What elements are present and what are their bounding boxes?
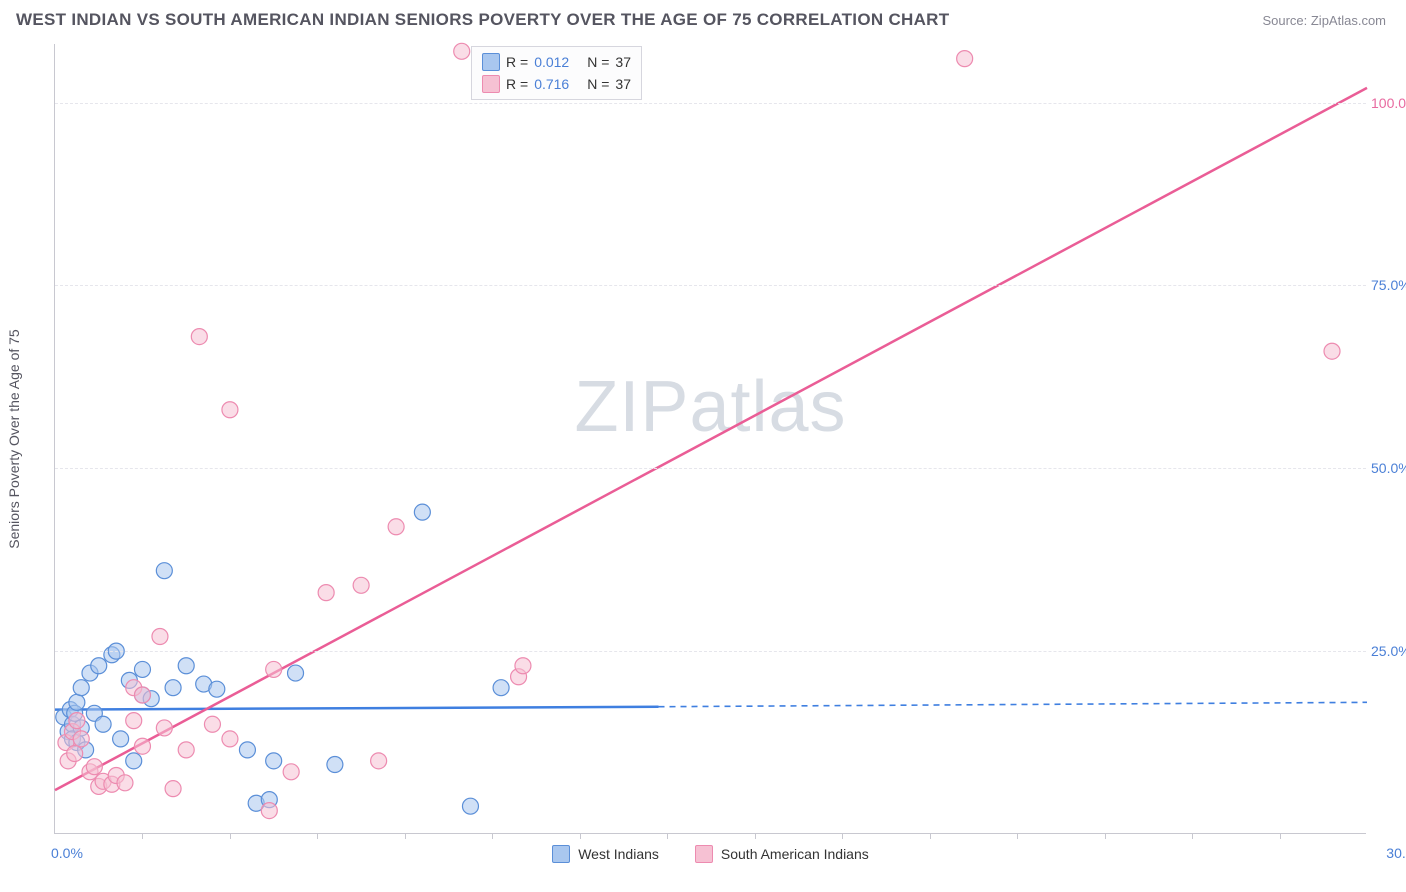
data-point bbox=[283, 764, 299, 780]
data-point bbox=[165, 680, 181, 696]
correlation-stats-box: R = 0.012 N = 37 R = 0.716 N = 37 bbox=[471, 46, 642, 100]
y-tick-label: 100.0% bbox=[1371, 95, 1406, 111]
x-tick bbox=[1017, 833, 1018, 839]
stats-row: R = 0.012 N = 37 bbox=[482, 51, 631, 73]
x-tick bbox=[580, 833, 581, 839]
data-point bbox=[67, 746, 83, 762]
data-point bbox=[288, 665, 304, 681]
data-point bbox=[388, 519, 404, 535]
data-point bbox=[515, 658, 531, 674]
data-point bbox=[462, 798, 478, 814]
x-tick bbox=[755, 833, 756, 839]
source-attribution: Source: ZipAtlas.com bbox=[1262, 13, 1386, 28]
legend-item: South American Indians bbox=[695, 845, 869, 863]
data-point bbox=[204, 716, 220, 732]
legend-swatch bbox=[482, 53, 500, 71]
r-label: R = bbox=[506, 73, 528, 95]
data-point bbox=[156, 720, 172, 736]
x-tick bbox=[317, 833, 318, 839]
x-tick bbox=[1105, 833, 1106, 839]
plot-area: ZIPatlas R =0.012N =37R =0.716N =37 0.0%… bbox=[54, 44, 1366, 834]
data-point bbox=[1324, 343, 1340, 359]
legend-swatch bbox=[482, 75, 500, 93]
x-tick bbox=[230, 833, 231, 839]
data-point bbox=[209, 681, 225, 697]
data-point bbox=[126, 713, 142, 729]
data-point bbox=[134, 738, 150, 754]
data-point bbox=[86, 759, 102, 775]
x-tick bbox=[492, 833, 493, 839]
data-point bbox=[152, 629, 168, 645]
legend-label: South American Indians bbox=[721, 846, 869, 862]
n-label: N = bbox=[587, 51, 609, 73]
x-tick bbox=[142, 833, 143, 839]
data-point bbox=[73, 731, 89, 747]
data-point bbox=[178, 658, 194, 674]
data-point bbox=[69, 694, 85, 710]
chart-title: WEST INDIAN VS SOUTH AMERICAN INDIAN SEN… bbox=[16, 10, 949, 30]
data-point bbox=[165, 781, 181, 797]
gridline bbox=[55, 468, 1366, 469]
scatter-svg bbox=[55, 44, 1367, 834]
data-point bbox=[126, 753, 142, 769]
x-tick bbox=[842, 833, 843, 839]
legend-swatch bbox=[552, 845, 570, 863]
data-point bbox=[454, 43, 470, 59]
x-tick bbox=[1280, 833, 1281, 839]
legend-swatch bbox=[695, 845, 713, 863]
data-point bbox=[134, 661, 150, 677]
x-tick bbox=[405, 833, 406, 839]
r-value: 0.716 bbox=[534, 73, 569, 95]
r-label: R = bbox=[506, 51, 528, 73]
trend-line bbox=[55, 88, 1367, 790]
gridline bbox=[55, 285, 1366, 286]
data-point bbox=[261, 803, 277, 819]
data-point bbox=[178, 742, 194, 758]
n-value: 37 bbox=[615, 51, 631, 73]
r-value: 0.012 bbox=[534, 51, 569, 73]
data-point bbox=[222, 731, 238, 747]
plot-wrapper: Seniors Poverty Over the Age of 75 ZIPat… bbox=[54, 44, 1366, 834]
data-point bbox=[414, 504, 430, 520]
y-tick-label: 50.0% bbox=[1371, 460, 1406, 476]
trend-line-extrapolated bbox=[659, 702, 1367, 706]
gridline bbox=[55, 103, 1366, 104]
data-point bbox=[493, 680, 509, 696]
chart-header: WEST INDIAN VS SOUTH AMERICAN INDIAN SEN… bbox=[0, 0, 1406, 38]
data-point bbox=[134, 687, 150, 703]
data-point bbox=[957, 51, 973, 67]
data-point bbox=[318, 585, 334, 601]
y-tick-label: 25.0% bbox=[1371, 643, 1406, 659]
legend-label: West Indians bbox=[578, 846, 659, 862]
data-point bbox=[91, 658, 107, 674]
y-tick-label: 75.0% bbox=[1371, 277, 1406, 293]
data-point bbox=[371, 753, 387, 769]
legend-item: West Indians bbox=[552, 845, 659, 863]
data-point bbox=[266, 753, 282, 769]
data-point bbox=[95, 716, 111, 732]
data-point bbox=[191, 329, 207, 345]
x-tick bbox=[1192, 833, 1193, 839]
stats-row: R = 0.716 N = 37 bbox=[482, 73, 631, 95]
data-point bbox=[69, 713, 85, 729]
x-tick bbox=[667, 833, 668, 839]
series-legend: West Indians South American Indians bbox=[55, 845, 1366, 863]
data-point bbox=[156, 563, 172, 579]
x-tick bbox=[930, 833, 931, 839]
data-point bbox=[73, 680, 89, 696]
gridline bbox=[55, 651, 1366, 652]
n-label: N = bbox=[587, 73, 609, 95]
data-point bbox=[266, 661, 282, 677]
data-point bbox=[327, 757, 343, 773]
y-axis-title: Seniors Poverty Over the Age of 75 bbox=[6, 329, 22, 548]
data-point bbox=[222, 402, 238, 418]
trend-line bbox=[55, 707, 659, 710]
data-point bbox=[113, 731, 129, 747]
data-point bbox=[353, 577, 369, 593]
x-axis-end-label: 30.0% bbox=[1386, 845, 1406, 861]
n-value: 37 bbox=[615, 73, 631, 95]
data-point bbox=[117, 775, 133, 791]
data-point bbox=[239, 742, 255, 758]
